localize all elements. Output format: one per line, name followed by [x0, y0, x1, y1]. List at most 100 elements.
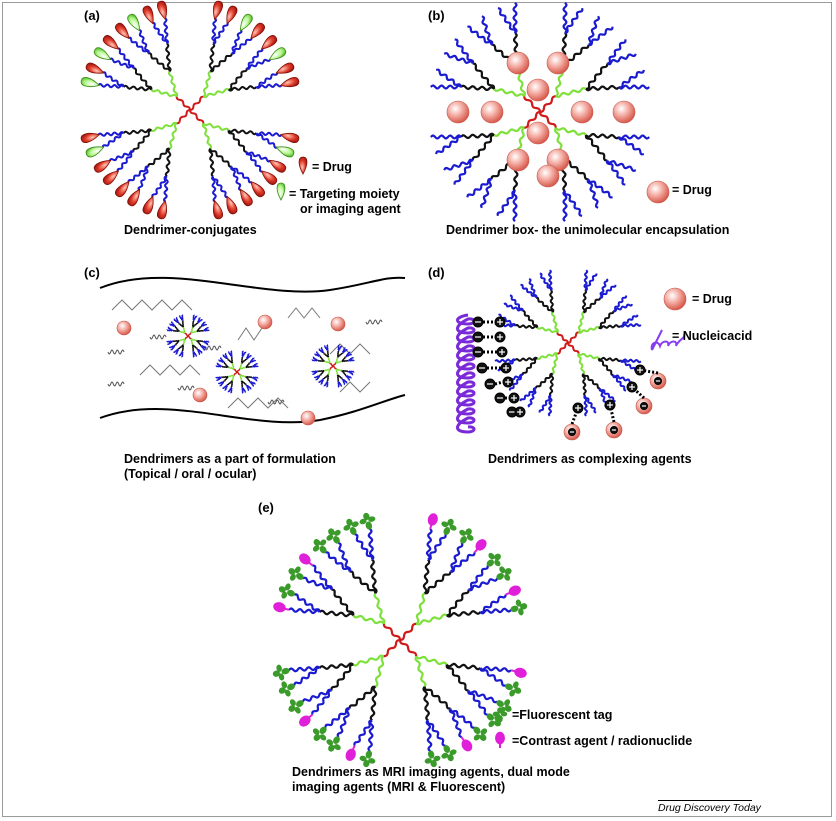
drug-droplet — [279, 77, 300, 88]
generation-3-branch — [563, 190, 583, 217]
drug-droplet — [85, 62, 105, 74]
contrast-agent — [460, 736, 473, 752]
drug-droplet — [260, 170, 278, 185]
generation-3-branch — [617, 136, 644, 156]
generation-2-branch — [330, 663, 354, 691]
core-branch — [524, 110, 541, 129]
fluorescent-tag — [510, 599, 528, 616]
generation-1-branch — [352, 654, 385, 667]
core-branch — [233, 371, 238, 376]
generation-3-branch — [293, 666, 320, 686]
generation-3-branch — [367, 528, 375, 561]
generation-2-branch — [422, 686, 430, 722]
generation-3-branch — [449, 708, 475, 729]
drug-droplet — [226, 195, 238, 215]
generation-1-branch — [239, 366, 247, 370]
core-branch — [399, 622, 417, 642]
generation-2-branch — [228, 85, 258, 92]
generation-3-branch — [496, 189, 516, 216]
drug-droplet — [226, 5, 238, 25]
generation-3-branch — [612, 303, 634, 313]
generation-3-branch — [443, 51, 474, 65]
generation-1-branch — [239, 374, 247, 378]
fluorescent-tag — [505, 681, 522, 697]
generation-2-branch — [181, 344, 185, 352]
generation-1-branch — [578, 325, 600, 334]
generation-3-branch — [479, 178, 493, 209]
generation-1-branch — [335, 368, 343, 372]
core-branch — [523, 96, 542, 113]
generation-3-branch — [116, 150, 134, 172]
panel-d-legend-nucleicacid: = Nucleicacid — [672, 329, 753, 343]
generation-2-branch — [521, 357, 538, 375]
targeting-moiety — [80, 77, 101, 88]
generation-1-branch — [374, 655, 385, 688]
panel-d-label: (d) — [428, 265, 445, 280]
legend-drug-droplet-icon — [298, 156, 308, 175]
generation-3-branch — [246, 58, 272, 70]
drug-sphere — [257, 314, 273, 330]
generation-1-branch — [415, 592, 426, 625]
generation-3-branch — [325, 551, 351, 572]
generation-3-branch — [138, 28, 150, 54]
drug-sphere — [612, 100, 636, 124]
generation-3-branch — [607, 39, 627, 65]
ionic-bond — [608, 404, 616, 423]
generation-3-branch — [255, 131, 283, 138]
panel-a-legend-targeting-line2: or imaging agent — [300, 202, 401, 216]
generation-1-branch — [373, 592, 386, 625]
generation-1-branch — [182, 326, 186, 334]
generation-3-branch — [167, 326, 174, 331]
generation-3-branch — [175, 316, 180, 324]
drug-droplet — [212, 0, 223, 21]
generation-3-branch — [178, 350, 183, 357]
generation-3-branch — [211, 176, 228, 199]
generation-3-branch — [200, 323, 208, 328]
generation-3-branch — [585, 273, 598, 292]
generation-2-branch — [319, 355, 325, 362]
generation-2-branch — [349, 570, 377, 594]
generation-3-branch — [479, 667, 506, 687]
generation-3-branch — [448, 708, 463, 739]
core-branch — [189, 109, 205, 124]
generation-3-branch — [588, 26, 614, 47]
generation-3-branch — [242, 351, 247, 358]
generation-1-branch — [536, 352, 558, 361]
generation-2-branch — [336, 350, 340, 358]
generation-2-branch — [514, 356, 538, 362]
generation-2-branch — [245, 362, 251, 368]
drug-sphere — [526, 121, 550, 145]
core-branch — [236, 368, 241, 373]
generation-3-branch — [436, 68, 463, 88]
generation-3-branch — [311, 370, 319, 373]
generation-2-branch — [471, 134, 495, 161]
generation-3-branch — [246, 48, 264, 70]
drug-sphere — [300, 410, 316, 426]
generation-3-branch — [212, 22, 229, 45]
generation-2-branch — [208, 42, 216, 73]
generation-2-branch — [172, 339, 180, 343]
generation-2-branch — [585, 85, 620, 92]
generation-3-branch — [613, 295, 628, 312]
generation-1-branch — [415, 655, 448, 666]
fluorescent-tag — [326, 528, 341, 544]
generation-2-branch — [460, 132, 495, 139]
generation-3-branch — [193, 315, 198, 322]
generation-2-branch — [536, 296, 554, 313]
generation-2-branch — [174, 340, 180, 346]
formulation-boundary-top — [99, 276, 406, 293]
generation-3-branch — [338, 345, 343, 352]
generation-2-branch — [192, 322, 199, 328]
generation-3-branch — [255, 83, 283, 89]
generation-1-branch — [415, 613, 448, 626]
drug-sphere — [506, 148, 530, 172]
drug-droplet — [142, 195, 154, 215]
generation-1-branch — [493, 125, 525, 138]
generation-3-branch — [163, 17, 169, 45]
generation-3-branch — [584, 395, 597, 414]
generation-1-branch — [167, 70, 179, 97]
legend-icons — [276, 156, 687, 748]
generation-3-branch — [468, 565, 489, 591]
core-branch — [184, 335, 189, 340]
generation-3-branch — [599, 388, 616, 403]
